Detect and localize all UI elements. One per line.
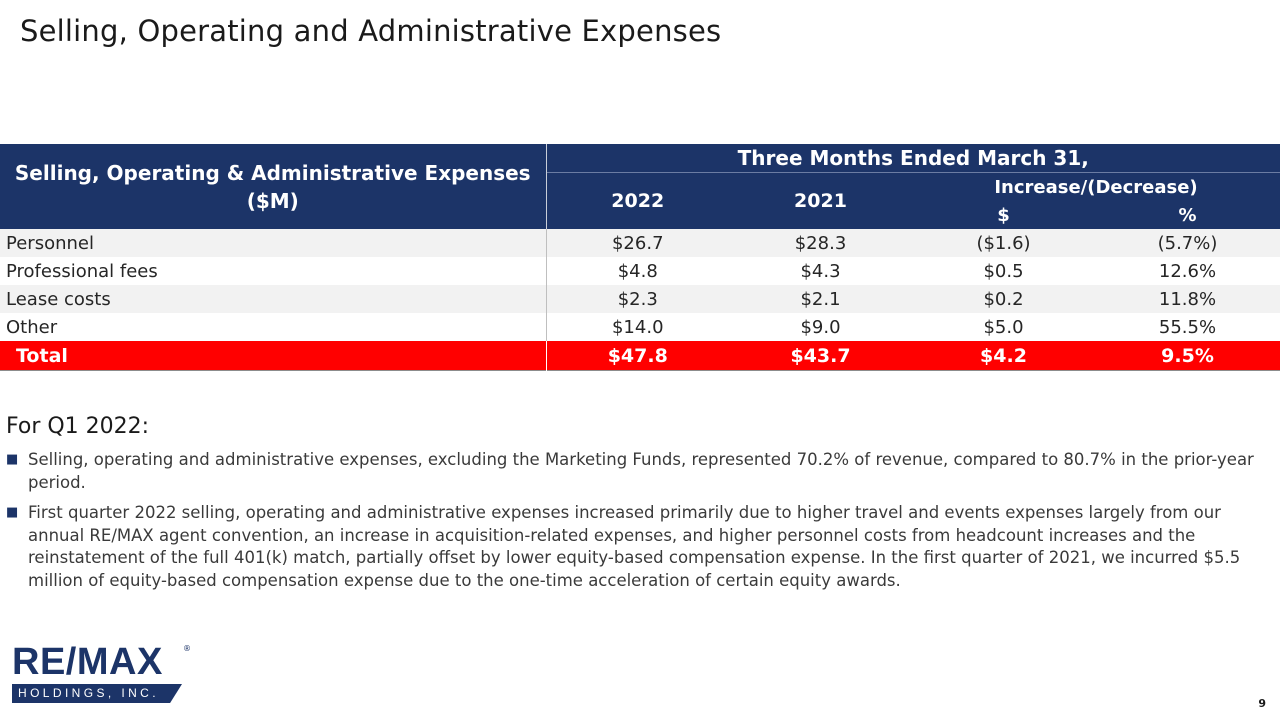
total-change-percent: 9.5%: [1095, 341, 1280, 371]
table-row-lease-costs: Lease costs $2.3 $2.1 $0.2 11.8%: [0, 285, 1280, 313]
total-2022: $47.8: [546, 341, 729, 371]
table-row-total: Total $47.8 $43.7 $4.2 9.5%: [0, 341, 1280, 371]
table-body: Personnel $26.7 $28.3 ($1.6) (5.7%) Prof…: [0, 229, 1280, 371]
value-2021: $4.3: [729, 257, 912, 285]
square-bullet-icon: ■: [6, 505, 19, 520]
value-2022: $14.0: [546, 313, 729, 341]
value-change-dollar: $0.5: [912, 257, 1095, 285]
total-2021: $43.7: [729, 341, 912, 371]
value-2021: $28.3: [729, 229, 912, 257]
value-2022: $2.3: [546, 285, 729, 313]
column-header-2022: 2022: [546, 172, 729, 229]
logo-registered-mark: ®: [183, 644, 191, 653]
row-label: Personnel: [0, 229, 547, 257]
notes-list: ■ Selling, operating and administrative …: [6, 449, 1256, 600]
column-header-category: Selling, Operating & Administrative Expe…: [0, 144, 547, 229]
total-label: Total: [0, 341, 547, 371]
column-header-change-dollar: $: [912, 201, 1095, 229]
value-2021: $9.0: [729, 313, 912, 341]
row-label: Lease costs: [0, 285, 547, 313]
row-label: Professional fees: [0, 257, 547, 285]
value-2022: $26.7: [546, 229, 729, 257]
value-change-dollar: ($1.6): [912, 229, 1095, 257]
value-change-dollar: $0.2: [912, 285, 1095, 313]
remax-logo: RE/MAX ® HOLDINGS, INC.: [12, 641, 191, 704]
value-2021: $2.1: [729, 285, 912, 313]
column-header-period: Three Months Ended March 31,: [546, 144, 1280, 173]
table-row-other: Other $14.0 $9.0 $5.0 55.5%: [0, 313, 1280, 341]
table-header: Selling, Operating & Administrative Expe…: [0, 144, 1280, 229]
page-number: 9: [1258, 697, 1266, 710]
value-change-percent: (5.7%): [1095, 229, 1280, 257]
column-header-change-percent: %: [1095, 201, 1280, 229]
note-text: Selling, operating and administrative ex…: [28, 450, 1254, 492]
list-item: ■ Selling, operating and administrative …: [6, 449, 1256, 494]
list-item: ■ First quarter 2022 selling, operating …: [6, 502, 1256, 592]
table-row-professional-fees: Professional fees $4.8 $4.3 $0.5 12.6%: [0, 257, 1280, 285]
logo-subtitle: HOLDINGS, INC.: [18, 686, 159, 700]
value-change-percent: 11.8%: [1095, 285, 1280, 313]
column-header-2021: 2021: [729, 172, 912, 229]
row-label: Other: [0, 313, 547, 341]
column-header-change: Increase/(Decrease): [912, 172, 1280, 201]
logo-banner: [12, 684, 182, 703]
note-text: First quarter 2022 selling, operating an…: [28, 503, 1241, 590]
table-row-personnel: Personnel $26.7 $28.3 ($1.6) (5.7%): [0, 229, 1280, 257]
total-change-dollar: $4.2: [912, 341, 1095, 371]
slide-title: Selling, Operating and Administrative Ex…: [20, 14, 722, 48]
value-change-dollar: $5.0: [912, 313, 1095, 341]
square-bullet-icon: ■: [6, 452, 19, 467]
logo-wordmark: RE/MAX: [12, 641, 163, 683]
value-change-percent: 12.6%: [1095, 257, 1280, 285]
notes-heading: For Q1 2022:: [6, 414, 150, 439]
expenses-table: Selling, Operating & Administrative Expe…: [0, 144, 1280, 371]
value-2022: $4.8: [546, 257, 729, 285]
value-change-percent: 55.5%: [1095, 313, 1280, 341]
